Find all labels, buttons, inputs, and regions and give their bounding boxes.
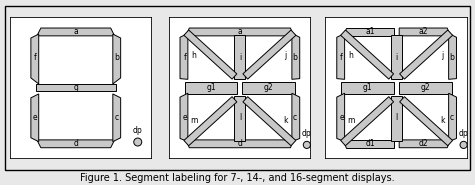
Polygon shape bbox=[449, 33, 456, 79]
Polygon shape bbox=[180, 33, 188, 79]
Polygon shape bbox=[337, 33, 345, 79]
Text: f: f bbox=[183, 53, 186, 63]
Polygon shape bbox=[113, 94, 121, 142]
Circle shape bbox=[304, 141, 311, 148]
Text: d2: d2 bbox=[418, 139, 428, 148]
Polygon shape bbox=[184, 97, 237, 146]
Polygon shape bbox=[399, 28, 450, 36]
Polygon shape bbox=[292, 93, 300, 142]
Polygon shape bbox=[186, 28, 294, 36]
Polygon shape bbox=[449, 93, 456, 142]
Polygon shape bbox=[399, 82, 452, 94]
Text: b: b bbox=[114, 53, 119, 63]
Text: j: j bbox=[441, 51, 444, 60]
Text: d: d bbox=[238, 139, 242, 148]
Polygon shape bbox=[243, 97, 296, 146]
Polygon shape bbox=[31, 34, 38, 84]
Circle shape bbox=[460, 141, 467, 148]
Polygon shape bbox=[235, 35, 245, 79]
Circle shape bbox=[134, 138, 142, 146]
Polygon shape bbox=[391, 35, 402, 79]
Polygon shape bbox=[243, 30, 296, 79]
Text: i: i bbox=[396, 53, 398, 63]
Polygon shape bbox=[235, 96, 245, 141]
Text: l: l bbox=[239, 113, 241, 122]
Text: m: m bbox=[347, 116, 354, 125]
Text: g1: g1 bbox=[206, 83, 216, 92]
Polygon shape bbox=[185, 82, 238, 94]
Polygon shape bbox=[184, 30, 237, 79]
Polygon shape bbox=[31, 94, 38, 142]
Text: dp: dp bbox=[133, 126, 142, 135]
Text: e: e bbox=[32, 113, 37, 122]
Polygon shape bbox=[342, 82, 394, 94]
Text: j: j bbox=[285, 51, 287, 60]
Polygon shape bbox=[37, 28, 114, 36]
Text: d: d bbox=[73, 139, 78, 148]
Text: g: g bbox=[73, 83, 78, 92]
Polygon shape bbox=[399, 30, 453, 79]
Text: b: b bbox=[449, 53, 454, 63]
Polygon shape bbox=[186, 140, 294, 148]
Text: f: f bbox=[340, 53, 343, 63]
Text: h: h bbox=[349, 51, 353, 60]
Text: m: m bbox=[190, 116, 198, 125]
Text: i: i bbox=[239, 53, 241, 63]
Text: e: e bbox=[182, 113, 187, 122]
Text: d1: d1 bbox=[365, 139, 375, 148]
Text: a2: a2 bbox=[418, 27, 428, 36]
Polygon shape bbox=[399, 140, 450, 148]
Polygon shape bbox=[341, 30, 394, 79]
Polygon shape bbox=[113, 34, 121, 84]
Text: g1: g1 bbox=[363, 83, 372, 92]
Text: c: c bbox=[293, 113, 297, 122]
Text: f: f bbox=[33, 53, 36, 63]
Text: c: c bbox=[114, 113, 119, 122]
FancyBboxPatch shape bbox=[169, 17, 311, 159]
Text: dp: dp bbox=[302, 130, 312, 138]
Polygon shape bbox=[37, 140, 114, 148]
Text: Figure 1. Segment labeling for 7-, 14-, and 16-segment displays.: Figure 1. Segment labeling for 7-, 14-, … bbox=[80, 173, 395, 183]
Text: e: e bbox=[339, 113, 344, 122]
Polygon shape bbox=[341, 97, 394, 146]
Polygon shape bbox=[292, 33, 300, 79]
Text: l: l bbox=[396, 113, 398, 122]
Text: k: k bbox=[284, 116, 288, 125]
Polygon shape bbox=[399, 97, 453, 146]
Text: b: b bbox=[293, 53, 297, 63]
Polygon shape bbox=[343, 140, 394, 148]
Text: dp: dp bbox=[459, 130, 468, 138]
Polygon shape bbox=[36, 84, 116, 91]
Polygon shape bbox=[391, 96, 402, 141]
Polygon shape bbox=[180, 93, 188, 142]
Text: g2: g2 bbox=[264, 83, 274, 92]
Polygon shape bbox=[242, 82, 295, 94]
Polygon shape bbox=[343, 28, 394, 36]
FancyBboxPatch shape bbox=[10, 17, 152, 159]
Text: g2: g2 bbox=[421, 83, 430, 92]
Text: k: k bbox=[440, 116, 445, 125]
FancyBboxPatch shape bbox=[325, 17, 468, 159]
Text: h: h bbox=[192, 51, 197, 60]
Text: a1: a1 bbox=[365, 27, 375, 36]
Polygon shape bbox=[337, 93, 345, 142]
Text: c: c bbox=[450, 113, 454, 122]
Text: a: a bbox=[73, 27, 78, 36]
Text: a: a bbox=[238, 27, 242, 36]
